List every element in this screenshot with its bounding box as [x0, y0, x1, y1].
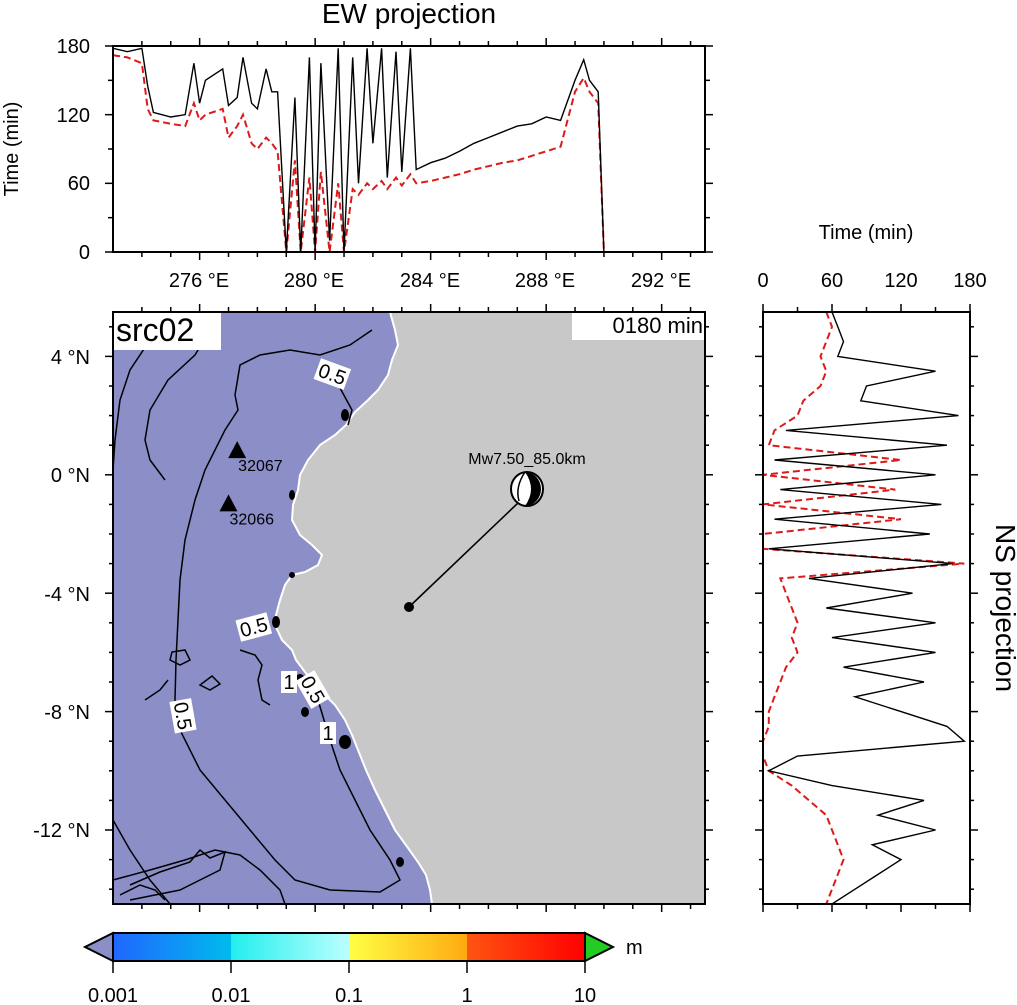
ew-tick-marks: [105, 38, 713, 260]
time-label: 0180 min: [612, 313, 703, 338]
ew-series-red-dashed: [113, 54, 605, 252]
epicenter-marker: [404, 602, 414, 612]
ns-xtick-60: 60: [821, 270, 843, 292]
source-label: src02: [116, 312, 194, 348]
station-label: 32066: [230, 511, 275, 528]
ns-xtick-120: 120: [884, 270, 917, 292]
focal-mechanism-icon: [510, 471, 544, 507]
station-label: 32067: [238, 458, 283, 475]
contour-label-1b: 1: [322, 723, 333, 745]
ns-projection-panel: Time (min) 0 60 120 180 NS projection: [755, 222, 1017, 912]
contour-label-1a: 1: [283, 672, 294, 694]
colorbar-below-arrow: [82, 931, 114, 963]
ew-x-tick-labels: 276 °E 280 °E 284 °E 288 °E 292 °E: [169, 270, 691, 292]
ew-xtick-276: 276 °E: [169, 270, 229, 292]
contour-label-left: 0.5: [169, 700, 195, 731]
ew-ytick-120: 120: [57, 105, 90, 127]
ns-xtick-0: 0: [757, 270, 768, 292]
ew-xtick-292: 292 °E: [631, 270, 691, 292]
land-area: [275, 312, 705, 904]
station-triangle-icon: [219, 494, 238, 512]
time-label-box: [572, 312, 705, 340]
ew-xtick-280: 280 °E: [284, 270, 344, 292]
map-lat-tick-labels: 4 °N 0 °N -4 °N -8 °N -12 °N: [33, 347, 90, 842]
stations: 32067 32066: [219, 441, 283, 528]
coastline: [273, 312, 433, 904]
colorbar-tick-01: 0.1: [335, 985, 363, 1005]
lat-tick-0n: 0 °N: [51, 465, 90, 487]
colorbar-tick-10: 10: [574, 985, 596, 1005]
map-panel: 0.5 0.5 0.5 0.5 1: [33, 304, 713, 912]
ns-x-axis-label: Time (min): [819, 222, 914, 244]
ns-xtick-180: 180: [953, 270, 986, 292]
ew-y-axis-label: Time (min): [1, 102, 23, 197]
ns-title: NS projection: [990, 524, 1017, 692]
event-label: Mw7.50_85.0km: [468, 451, 585, 468]
ew-xtick-284: 284 °E: [400, 270, 460, 292]
source-label-box: [113, 312, 221, 350]
colorbar-tick-1: 1: [461, 985, 472, 1005]
ns-tick-marks: [755, 304, 978, 912]
ew-y-tick-labels: 180 120 60 0: [57, 36, 90, 264]
ns-frame: [762, 311, 971, 905]
lat-tick-minus4n: -4 °N: [44, 584, 90, 606]
rupture-line: [408, 501, 520, 608]
colorbar-above-arrow: [584, 931, 616, 963]
map-tick-marks: [105, 304, 713, 912]
ew-ytick-0: 0: [79, 242, 90, 264]
ns-series-red-dashed: [763, 312, 965, 904]
ew-series-black: [113, 47, 605, 252]
ns-series-black: [766, 312, 967, 904]
colorbar-tick-0001: 0.001: [88, 985, 138, 1005]
ns-x-tick-labels: 0 60 120 180: [757, 270, 986, 292]
map-frame: [112, 311, 706, 905]
colorbar-tick-001: 0.01: [212, 985, 251, 1005]
colorbar-seg-4: [467, 933, 585, 961]
lat-tick-4n: 4 °N: [51, 347, 90, 369]
colorbar-seg-3: [349, 933, 467, 961]
colorbar: m 0.001 0.01 0.1 1 10: [82, 931, 643, 1005]
lat-tick-minus12n: -12 °N: [33, 820, 90, 842]
ew-title: EW projection: [322, 0, 496, 29]
colorbar-unit: m: [626, 937, 643, 959]
station-triangle-icon: [228, 441, 247, 459]
colorbar-seg-1: [113, 933, 231, 961]
ew-projection-panel: EW projection Time (min) 180 120 60 0 27…: [1, 0, 713, 292]
colorbar-seg-2: [231, 933, 349, 961]
ew-ytick-180: 180: [57, 36, 90, 58]
ew-ytick-60: 60: [68, 173, 90, 195]
colorbar-ticks: [112, 961, 586, 973]
ew-xtick-288: 288 °E: [515, 270, 575, 292]
lat-tick-minus8n: -8 °N: [44, 702, 90, 724]
